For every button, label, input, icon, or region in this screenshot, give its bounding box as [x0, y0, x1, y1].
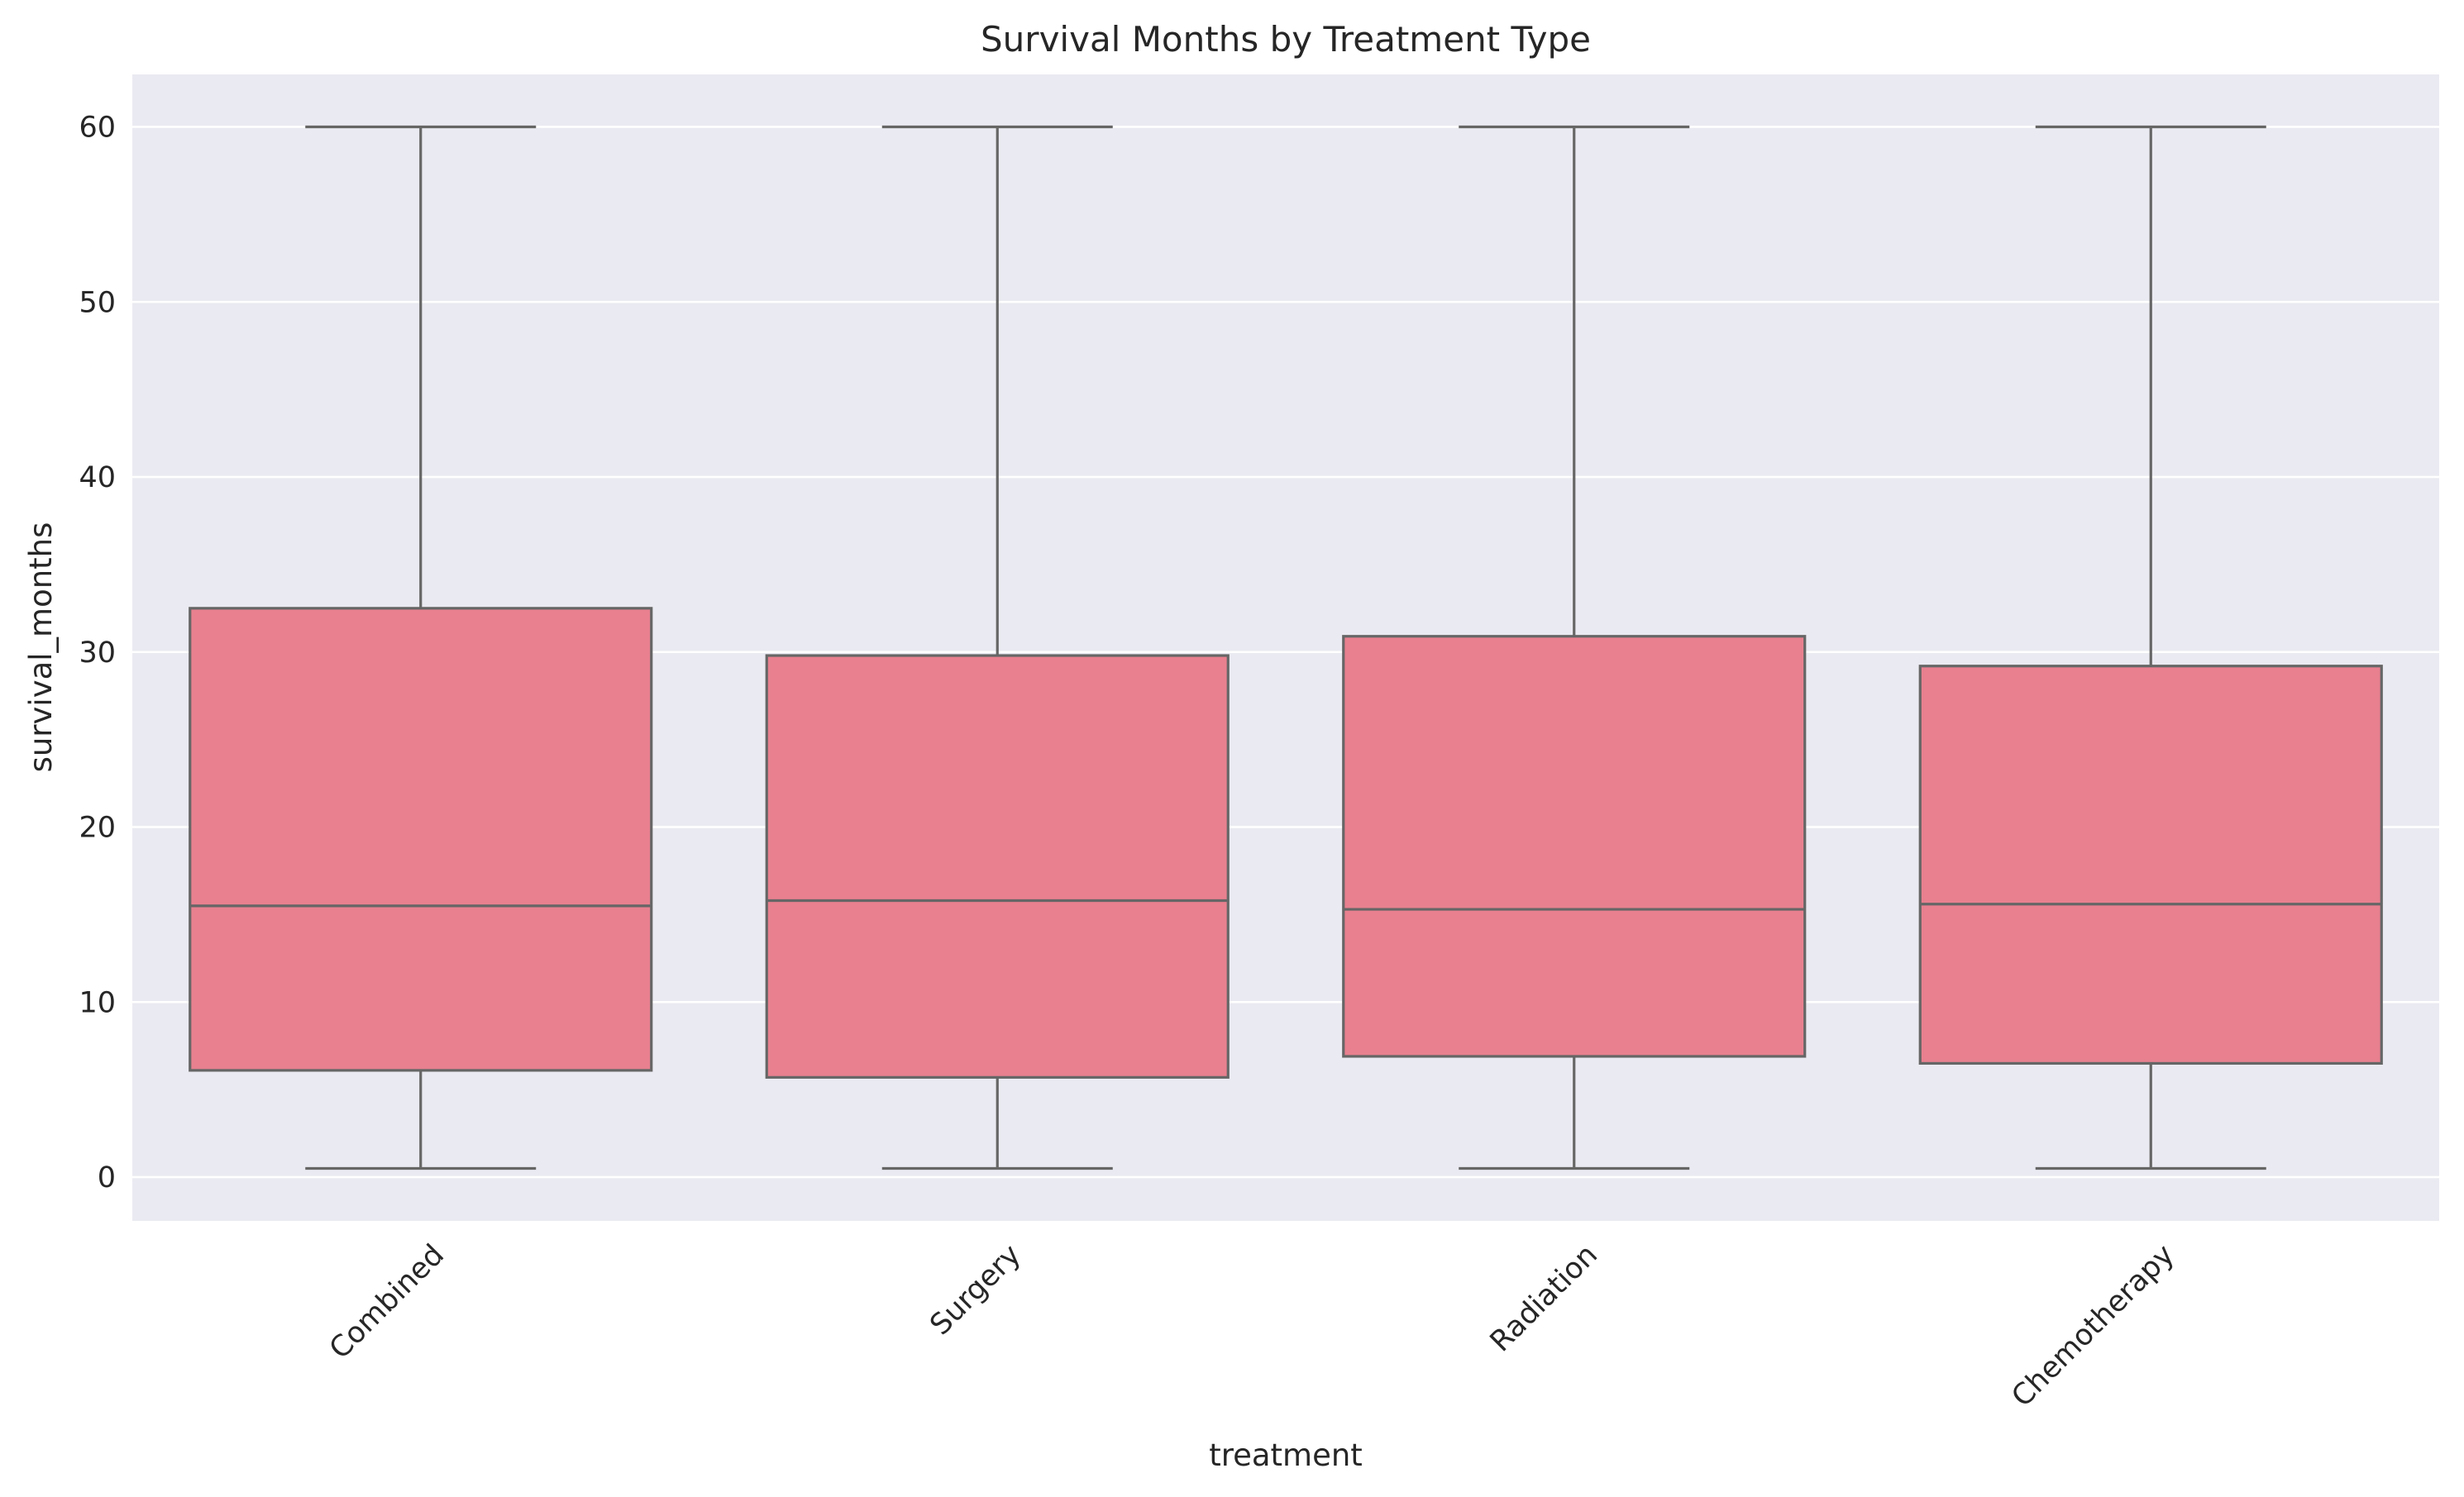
y-axis-label: survival_months — [23, 522, 59, 773]
y-tick-label-60: 60 — [79, 112, 116, 145]
y-tick-label-50: 50 — [79, 286, 116, 319]
y-tick-label-10: 10 — [79, 986, 116, 1019]
iqr-box — [1918, 665, 2383, 1066]
x-axis-label: treatment — [1209, 1437, 1363, 1473]
box-chemotherapy — [1918, 125, 2383, 1170]
boxes — [189, 125, 2383, 1170]
box-surgery — [765, 125, 1230, 1170]
x-tick-labels: Combined Surgery Radiation Chemotherapy — [323, 1238, 2181, 1414]
y-tick-label-20: 20 — [79, 812, 116, 845]
iqr-box — [765, 654, 1230, 1079]
x-tick-label-combined: Combined — [323, 1238, 451, 1366]
iqr-box — [189, 607, 653, 1072]
x-tick-label-chemotherapy: Chemotherapy — [2006, 1238, 2181, 1414]
y-tick-label-40: 40 — [79, 461, 116, 494]
x-tick-label-radiation: Radiation — [1484, 1238, 1604, 1358]
y-tick-label-0: 0 — [98, 1161, 116, 1194]
box-combined — [189, 125, 653, 1170]
box-radiation — [1342, 125, 1807, 1170]
y-tick-labels: 0 10 20 30 40 50 60 — [79, 112, 116, 1195]
chart-title: Survival Months by Treatment Type — [981, 19, 1591, 60]
y-tick-label-30: 30 — [79, 636, 116, 670]
x-tick-label-surgery: Surgery — [924, 1238, 1027, 1342]
iqr-box — [1342, 635, 1807, 1058]
